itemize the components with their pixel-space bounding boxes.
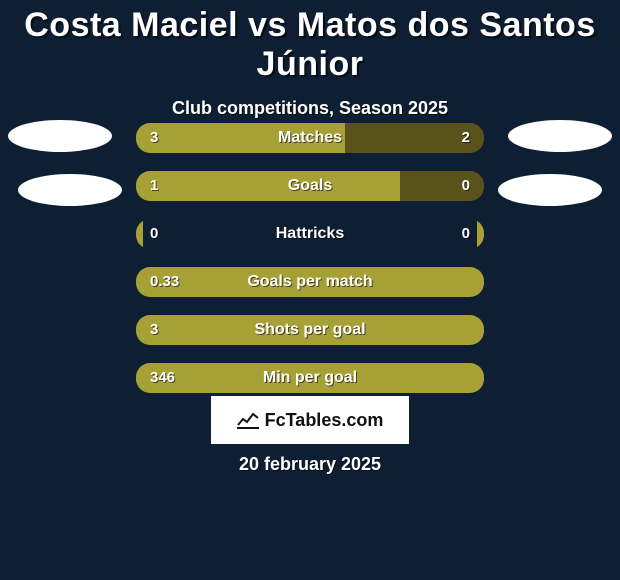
comparison-bars: 3Matches21Goals00Hattricks00.33Goals per…: [135, 122, 485, 410]
avatar-player-1-shape-a: [8, 120, 112, 152]
avatar-player-1-shape-b: [18, 174, 122, 206]
stat-row: 3Shots per goal: [135, 314, 485, 346]
stat-row: 1Goals0: [135, 170, 485, 202]
brand-badge: FcTables.com: [211, 396, 409, 444]
brand-text: FcTables.com: [265, 410, 384, 431]
stat-label: Shots per goal: [136, 315, 484, 345]
stat-label: Matches: [136, 123, 484, 153]
value-right: [456, 315, 484, 345]
stat-row: 0Hattricks0: [135, 218, 485, 250]
value-right: [456, 363, 484, 393]
value-right: 0: [448, 219, 484, 249]
stat-label: Goals: [136, 171, 484, 201]
page-title: Costa Maciel vs Matos dos Santos Júnior: [0, 0, 620, 84]
avatar-player-2-shape-a: [508, 120, 612, 152]
chart-icon: [237, 411, 259, 429]
value-right: 2: [448, 123, 484, 153]
stat-label: Hattricks: [136, 219, 484, 249]
subtitle: Club competitions, Season 2025: [0, 98, 620, 119]
stat-row: 3Matches2: [135, 122, 485, 154]
stat-row: 346Min per goal: [135, 362, 485, 394]
stat-label: Min per goal: [136, 363, 484, 393]
avatar-player-2-shape-b: [498, 174, 602, 206]
date-label: 20 february 2025: [0, 454, 620, 475]
stat-row: 0.33Goals per match: [135, 266, 485, 298]
value-right: 0: [448, 171, 484, 201]
value-right: [456, 267, 484, 297]
stat-label: Goals per match: [136, 267, 484, 297]
